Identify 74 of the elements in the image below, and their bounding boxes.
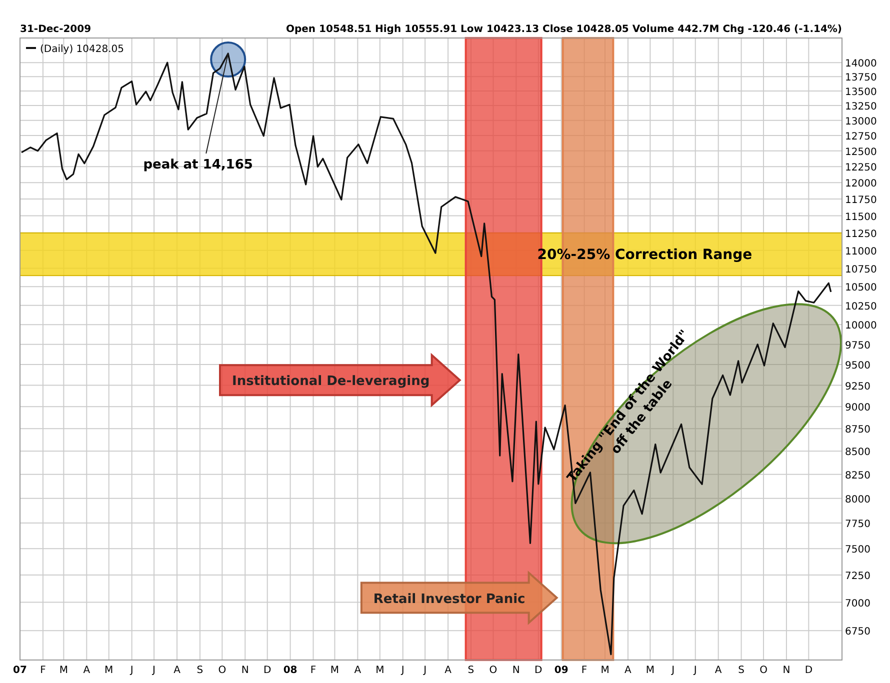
- x-tick-label: J: [422, 665, 427, 676]
- y-tick-label: 13250: [845, 102, 877, 112]
- y-tick-label: 8500: [845, 447, 870, 458]
- y-tick-label: 11250: [845, 228, 877, 240]
- x-tick-label: S: [468, 665, 474, 676]
- y-tick-label: 12750: [845, 131, 877, 142]
- x-tick-label: M: [646, 665, 655, 676]
- y-tick-label: 9750: [845, 340, 870, 352]
- x-tick-label: J: [670, 665, 675, 676]
- band-label: 20%-25% Correction Range: [537, 247, 752, 264]
- x-tick-label: J: [129, 665, 134, 676]
- y-tick-label: 10750: [845, 264, 877, 276]
- x-tick-label: A: [174, 665, 181, 676]
- y-tick-label: 7000: [845, 598, 870, 610]
- x-tick-label: 08: [283, 665, 298, 676]
- x-tick-label: O: [760, 665, 768, 676]
- annotation: peak at 14,165: [143, 158, 253, 173]
- y-tick-label: 14000: [845, 58, 877, 70]
- y-tick-label: 7500: [845, 544, 870, 556]
- x-tick-label: M: [600, 665, 610, 676]
- x-tick-label: J: [400, 665, 404, 676]
- y-tick-label: 12250: [845, 162, 877, 174]
- x-tick-label: A: [624, 665, 632, 676]
- y-tick-label: 7250: [845, 570, 870, 582]
- x-tick-label: O: [218, 665, 226, 676]
- x-tick-label: M: [59, 665, 68, 676]
- x-tick-label: N: [782, 665, 790, 676]
- x-tick-label: D: [534, 665, 543, 676]
- x-tick-label: M: [376, 665, 384, 676]
- y-tick-label: 11750: [845, 195, 877, 206]
- x-tick-label: J: [692, 665, 697, 676]
- x-tick-label: F: [581, 665, 588, 676]
- band-label: Institutional De-leveraging: [232, 374, 430, 390]
- y-tick-label: 8250: [845, 470, 870, 482]
- y-tick-label: 9500: [845, 360, 870, 372]
- y-tick-label: 7750: [845, 519, 870, 530]
- x-tick-label: M: [104, 665, 114, 676]
- x-tick-label: 07: [13, 665, 27, 676]
- x-tick-label: A: [354, 665, 362, 676]
- y-tick-label: 12500: [845, 146, 877, 158]
- y-tick-label: 11000: [845, 246, 877, 258]
- y-tick-label: 12000: [845, 178, 877, 190]
- y-tick-label: 9250: [845, 381, 870, 392]
- y-tick-label: 10250: [845, 301, 877, 312]
- y-tick-label: 8750: [845, 424, 870, 436]
- y-tick-label: 13750: [845, 72, 877, 84]
- y-tick-label: 6750: [845, 626, 870, 638]
- x-tick-label: D: [263, 665, 272, 676]
- x-tick-label: F: [310, 665, 316, 676]
- y-tick-label: 9000: [845, 402, 870, 414]
- y-tick-label: 8000: [845, 494, 870, 506]
- y-tick-label: 13500: [845, 86, 877, 98]
- line-series: [20, 52, 832, 656]
- x-tick-label: 09: [554, 665, 568, 676]
- x-tick-label: S: [738, 665, 744, 676]
- legend-label: (Daily) 10428.05: [40, 44, 124, 55]
- x-tick-label: A: [83, 665, 90, 676]
- y-tick-label: 13000: [845, 116, 877, 128]
- x-tick-label: S: [196, 665, 204, 676]
- y-tick-label: 10000: [845, 320, 877, 332]
- chart-subtitle: 31-Dec-2009: [20, 24, 92, 35]
- band-label: Retail Investor Panic: [373, 592, 526, 607]
- x-tick-label: J: [152, 665, 156, 676]
- y-tick-label: 10500: [845, 282, 877, 294]
- x-tick-label: M: [330, 665, 340, 676]
- x-tick-label: A: [714, 665, 722, 676]
- x-tick-label: F: [40, 665, 46, 676]
- text: Open 10548.51 High 10555.91 Low 10423.13 Close 10428.05 Volume 442.7M Chg -120.46 (-1.14%): [286, 24, 842, 35]
- x-tick-label: D: [804, 665, 813, 676]
- y-tick-label: 11500: [845, 212, 877, 223]
- x-tick-label: N: [241, 665, 249, 676]
- x-tick-label: A: [444, 665, 452, 676]
- x-tick-label: N: [512, 665, 520, 676]
- x-tick-label: O: [489, 665, 498, 676]
